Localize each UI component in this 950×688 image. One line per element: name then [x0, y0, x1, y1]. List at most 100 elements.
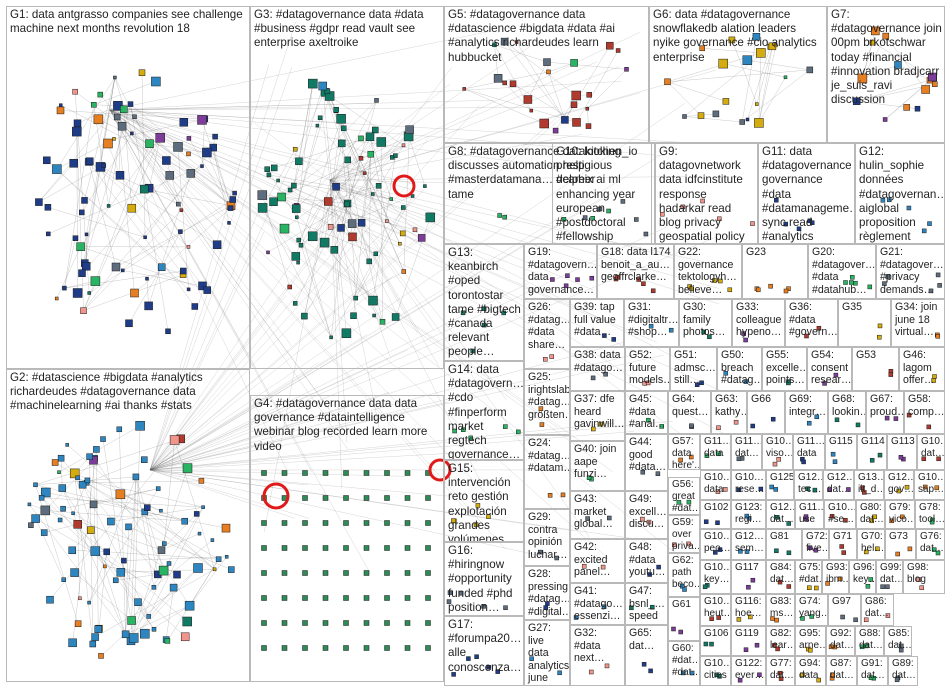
node: [672, 542, 677, 548]
node: [877, 334, 882, 340]
node: [277, 192, 286, 202]
node: [736, 487, 742, 493]
group-label: G113: [891, 436, 915, 447]
node: [341, 328, 352, 338]
inter-group-edge: [149, 334, 368, 471]
group-box-g85: G85: dat…: [884, 626, 912, 656]
node: [615, 275, 620, 280]
group-box-g81: G81: [766, 529, 802, 560]
node: [404, 470, 411, 476]
group-box-g3: G3: #datagovernance data #data #business…: [250, 6, 444, 369]
node: [486, 665, 492, 670]
group-box-g31: G31: #digitaltr… #shop…: [624, 299, 679, 347]
node: [186, 245, 191, 249]
group-label: G92: dat…: [830, 628, 855, 651]
node: [125, 523, 132, 531]
group-box-g30: G30: family photos…: [679, 299, 732, 347]
edge: [161, 231, 181, 268]
node: [343, 470, 349, 476]
group-box-g60: G60: #dat… #dat…: [668, 641, 700, 686]
edge: [81, 77, 116, 274]
node: [186, 169, 196, 178]
inter-group-edge: [149, 155, 660, 471]
node-layer: [27, 26, 942, 683]
group-box-g33: G33: colleague hypeno…: [732, 299, 785, 347]
edge: [312, 129, 376, 237]
group-label: G117: [735, 562, 759, 573]
node: [814, 585, 819, 591]
node: [804, 333, 809, 339]
node: [365, 132, 375, 142]
group-label: G81: [770, 531, 789, 542]
inter-group-edge: [109, 103, 373, 111]
node: [758, 486, 764, 492]
node: [227, 221, 231, 225]
node: [783, 221, 788, 227]
edge: [167, 559, 219, 642]
group-label: G10… sap…: [918, 472, 945, 495]
node: [84, 232, 89, 237]
node: [935, 550, 941, 556]
group-label: G91: dat…: [861, 658, 886, 681]
edge: [64, 270, 184, 289]
inter-group-edge: [329, 179, 440, 368]
inter-group-edge: [149, 102, 580, 471]
group-label: G6: data #datagovernance snowflakedb ala…: [653, 8, 820, 64]
group-box-g78: G78: tool…: [915, 500, 945, 529]
node: [281, 570, 288, 576]
edge: [295, 118, 342, 257]
node: [783, 75, 788, 80]
group-box-g18: G18: data l174 benoit_a_au… geoffrclarke…: [597, 244, 674, 299]
edge: [281, 136, 409, 198]
node: [287, 284, 292, 290]
group-label: G82: lear…: [770, 628, 795, 651]
node: [806, 420, 812, 426]
edge: [341, 143, 348, 204]
node: [281, 620, 288, 626]
group-box-g69: G69: integr…: [785, 391, 828, 434]
group-box-g27: G27: live data analytics june 22…: [524, 620, 570, 686]
group-label: G42: excited panel…: [574, 541, 611, 579]
group-box-g52: G52: future models…: [625, 347, 670, 391]
node: [537, 549, 543, 555]
node: [680, 670, 686, 676]
node: [384, 520, 390, 526]
node: [769, 484, 774, 490]
edge: [328, 201, 370, 262]
group-label: G15: intervención reto gestión explotaci…: [448, 462, 516, 542]
node: [916, 577, 921, 582]
edge: [74, 473, 94, 645]
node: [840, 614, 845, 620]
edge: [464, 88, 545, 124]
inter-group-edge: [149, 469, 309, 519]
node: [846, 487, 851, 492]
node: [425, 620, 431, 626]
node: [291, 182, 297, 189]
inter-group-edge: [149, 214, 258, 471]
inter-group-edge: [149, 235, 719, 471]
node: [298, 242, 304, 248]
node: [384, 620, 390, 626]
group-box-g92: G92: dat…: [826, 626, 855, 656]
node: [756, 287, 761, 293]
group-label: G12… gov…: [888, 472, 914, 495]
node: [867, 284, 873, 290]
node: [880, 198, 886, 203]
edge: [335, 109, 401, 244]
node: [776, 457, 781, 462]
node: [425, 212, 436, 223]
node: [899, 643, 904, 649]
node: [93, 446, 100, 453]
inter-group-edge: [149, 469, 449, 497]
node: [571, 90, 581, 101]
node: [128, 633, 139, 643]
node: [340, 125, 347, 132]
node: [514, 40, 519, 44]
edge: [93, 488, 159, 505]
group-label: G65: dat…: [629, 627, 655, 652]
node: [640, 516, 645, 522]
edge: [60, 110, 204, 120]
edge: [130, 587, 174, 641]
group-label: G49: excell… discu…: [629, 493, 667, 531]
edge: [41, 497, 188, 622]
